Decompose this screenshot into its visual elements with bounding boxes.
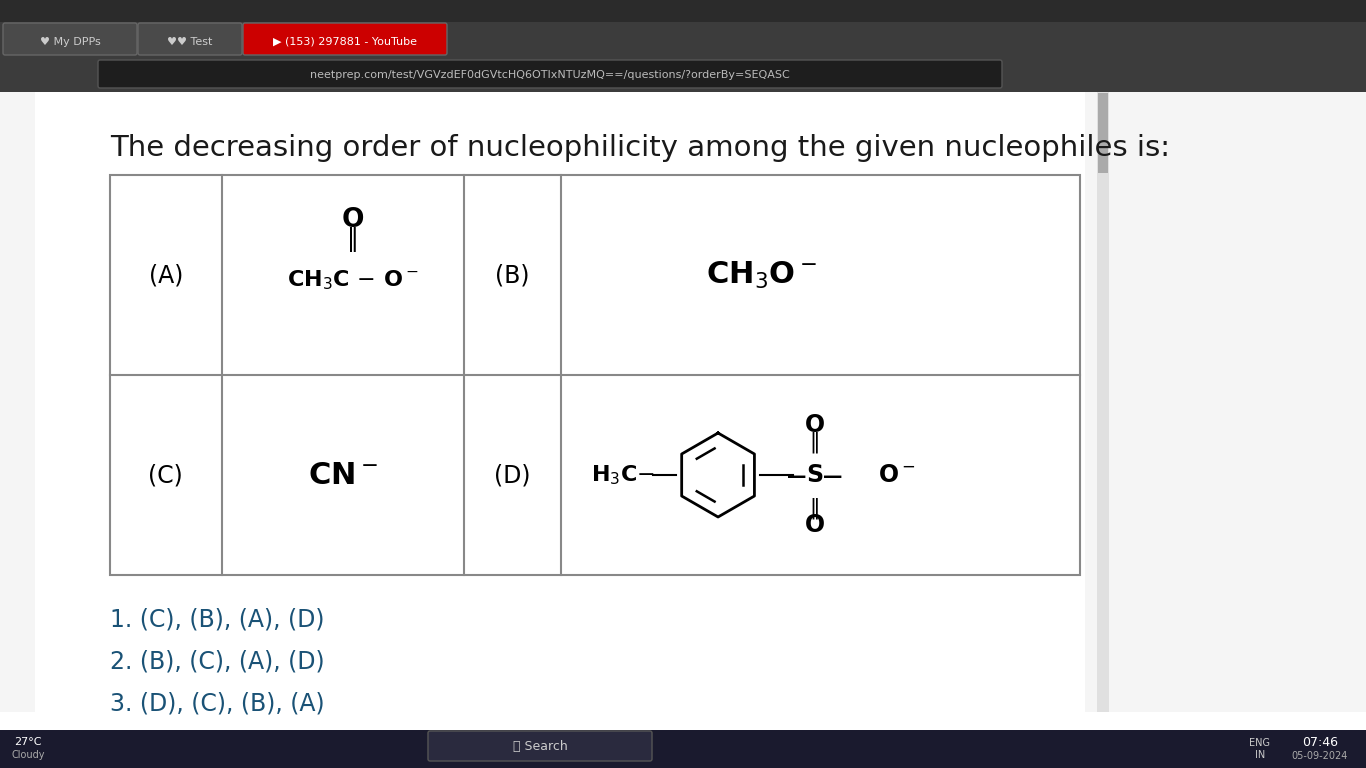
- Bar: [0, 0, 1366, 22]
- Text: 3. (D), (C), (B), (A): 3. (D), (C), (B), (A): [111, 692, 325, 716]
- Bar: [0, 92, 1366, 768]
- Bar: [1085, 92, 1366, 712]
- Text: Cloudy: Cloudy: [11, 750, 45, 760]
- Text: 27°C: 27°C: [14, 737, 42, 747]
- Text: (B): (B): [496, 263, 530, 287]
- Text: CH$_3$C $-$ O$^-$: CH$_3$C $-$ O$^-$: [287, 268, 418, 292]
- Text: 07:46: 07:46: [1302, 736, 1339, 749]
- Text: O$^-$: O$^-$: [878, 463, 915, 487]
- Text: ♥ My DPPs: ♥ My DPPs: [40, 37, 100, 47]
- Text: —: —: [787, 466, 807, 485]
- Bar: [0, 22, 1366, 57]
- Bar: [1098, 93, 1108, 173]
- FancyBboxPatch shape: [243, 23, 447, 55]
- Text: neetprep.com/test/VGVzdEF0dGVtcHQ6OTIxNTUzMQ==/questions/?orderBy=SEQASC: neetprep.com/test/VGVzdEF0dGVtcHQ6OTIxNT…: [310, 70, 790, 80]
- Text: ‖: ‖: [810, 497, 821, 518]
- Text: O: O: [805, 413, 825, 437]
- Text: ▶ (153) 297881 - YouTube: ▶ (153) 297881 - YouTube: [273, 37, 417, 47]
- Text: 🔍 Search: 🔍 Search: [512, 740, 567, 753]
- Text: 05-09-2024: 05-09-2024: [1292, 751, 1348, 761]
- Text: ENG
IN: ENG IN: [1250, 738, 1270, 760]
- FancyBboxPatch shape: [3, 23, 137, 55]
- Text: 1. (C), (B), (A), (D): 1. (C), (B), (A), (D): [111, 608, 325, 632]
- Text: CN$^-$: CN$^-$: [307, 461, 378, 489]
- Bar: [1097, 92, 1109, 712]
- Bar: [111, 175, 1081, 575]
- Text: ‖: ‖: [810, 432, 821, 453]
- Text: O: O: [342, 207, 365, 233]
- Text: The decreasing order of nucleophilicity among the given nucleophiles is:: The decreasing order of nucleophilicity …: [111, 134, 1171, 162]
- Text: H$_3$C$-$: H$_3$C$-$: [591, 463, 656, 487]
- Bar: [0, 730, 1366, 768]
- Text: O: O: [805, 513, 825, 537]
- Text: CH$_3$O$^-$: CH$_3$O$^-$: [706, 260, 817, 290]
- Bar: [0, 57, 1366, 92]
- FancyBboxPatch shape: [138, 23, 242, 55]
- Text: S: S: [806, 463, 824, 487]
- Text: (C): (C): [149, 463, 183, 487]
- Bar: [0, 92, 36, 712]
- FancyBboxPatch shape: [98, 60, 1003, 88]
- Text: 2. (B), (C), (A), (D): 2. (B), (C), (A), (D): [111, 650, 325, 674]
- Text: ♥♥ Test: ♥♥ Test: [167, 37, 213, 47]
- Text: (A): (A): [149, 263, 183, 287]
- FancyBboxPatch shape: [428, 731, 652, 761]
- Text: —: —: [824, 466, 843, 485]
- Text: ‖: ‖: [347, 227, 359, 253]
- Text: (D): (D): [494, 463, 531, 487]
